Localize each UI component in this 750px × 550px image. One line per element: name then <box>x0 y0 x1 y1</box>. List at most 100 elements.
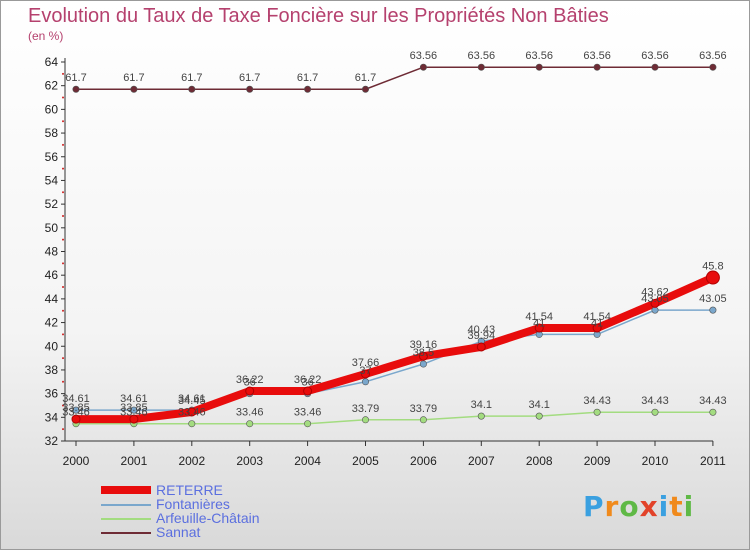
y-tick-label: 40 <box>45 339 59 353</box>
x-tick-label: 2010 <box>642 454 669 468</box>
data-label-arfeuille-chatain: 33.46 <box>62 407 90 419</box>
data-label-sannat: 63.56 <box>583 50 611 62</box>
y-tick-label: 32 <box>45 434 59 448</box>
data-point-sannat <box>651 63 659 71</box>
data-label-reterre: 34.45 <box>178 395 206 407</box>
data-label-fontanieres: 34.61 <box>62 393 90 405</box>
legend-swatch-arfeuille-chatain <box>101 518 151 520</box>
x-tick-label: 2009 <box>584 454 611 468</box>
data-point-sannat <box>72 85 80 93</box>
data-label-arfeuille-chatain: 33.46 <box>236 407 264 419</box>
data-label-fontanieres: 37 <box>359 365 371 377</box>
data-point-arfeuille-chatain <box>593 408 601 416</box>
y-tick-label: 52 <box>45 197 59 211</box>
x-tick-label: 2007 <box>468 454 495 468</box>
data-label-reterre: 36.22 <box>294 374 322 386</box>
data-point-reterre <box>245 386 255 396</box>
legend-swatch-sannat <box>101 532 151 534</box>
data-label-sannat: 61.7 <box>355 72 376 84</box>
data-point-reterre <box>705 270 720 285</box>
y-minor-tick <box>62 72 64 75</box>
y-minor-tick <box>62 309 64 312</box>
y-minor-tick <box>62 167 64 170</box>
data-label-reterre: 33.85 <box>120 402 148 414</box>
y-minor-tick <box>62 428 64 431</box>
data-point-sannat <box>477 63 485 71</box>
y-minor-tick <box>62 357 64 360</box>
y-minor-tick <box>62 120 64 123</box>
data-point-arfeuille-chatain <box>709 408 717 416</box>
data-point-arfeuille-chatain <box>651 408 659 416</box>
data-label-fontanieres: 38.5 <box>413 347 434 359</box>
data-label-fontanieres: 43.05 <box>699 293 727 305</box>
data-label-arfeuille-chatain: 33.46 <box>120 407 148 419</box>
data-point-fontanieres <box>651 306 659 314</box>
data-label-sannat: 63.56 <box>641 50 669 62</box>
x-tick-label: 2006 <box>410 454 437 468</box>
legend-label-fontanieres: Fontanières <box>156 496 230 512</box>
y-tick-label: 64 <box>45 55 59 69</box>
data-point-reterre <box>303 386 313 396</box>
x-tick-label: 2011 <box>700 454 726 468</box>
data-label-arfeuille-chatain: 34.43 <box>699 395 727 407</box>
legend-label-arfeuille-chatain: Arfeuille-Châtain <box>156 510 260 526</box>
data-label-reterre: 39.16 <box>410 339 438 351</box>
data-label-arfeuille-chatain: 34.1 <box>471 399 492 411</box>
data-label-fontanieres: 41 <box>591 317 603 329</box>
data-point-sannat <box>535 63 543 71</box>
data-point-arfeuille-chatain <box>361 416 369 424</box>
data-label-arfeuille-chatain: 33.79 <box>352 403 380 415</box>
legend-label-reterre: RETERRE <box>156 482 223 498</box>
proxiti-logo: Proxiti <box>583 490 695 523</box>
series-line-fontanieres <box>75 309 714 411</box>
data-label-fontanieres: 36 <box>301 377 313 389</box>
y-tick-label: 50 <box>45 221 59 235</box>
series-line-arfeuille-chatain <box>75 411 714 425</box>
data-point-arfeuille-chatain <box>419 416 427 424</box>
legend-swatch-reterre <box>101 486 151 494</box>
legend-swatch-fontanieres <box>101 504 151 506</box>
data-point-fontanieres <box>130 406 138 414</box>
data-label-fontanieres: 41 <box>533 317 545 329</box>
data-point-sannat <box>709 63 717 71</box>
chart-unit-label: (en %) <box>28 29 64 43</box>
data-label-sannat: 61.7 <box>297 72 318 84</box>
y-minor-tick <box>62 262 64 265</box>
x-tick-label: 2003 <box>236 454 263 468</box>
data-point-sannat <box>361 85 369 93</box>
data-point-arfeuille-chatain <box>188 420 196 428</box>
data-point-sannat <box>419 63 427 71</box>
y-tick-label: 38 <box>45 363 59 377</box>
data-point-fontanieres <box>361 378 369 386</box>
y-minor-tick <box>62 333 64 336</box>
y-tick-label: 44 <box>45 292 59 306</box>
y-minor-tick <box>62 191 64 194</box>
data-point-reterre <box>476 342 486 352</box>
x-tick-label: 2005 <box>352 454 379 468</box>
y-minor-tick <box>62 238 64 241</box>
data-point-reterre <box>187 407 197 417</box>
y-minor-tick <box>62 404 64 407</box>
data-label-fontanieres: 43.05 <box>641 293 669 305</box>
y-tick-label: 46 <box>45 268 59 282</box>
data-point-arfeuille-chatain <box>535 412 543 420</box>
data-point-arfeuille-chatain <box>477 412 485 420</box>
data-label-fontanieres: 34.61 <box>120 393 148 405</box>
data-point-sannat <box>246 85 254 93</box>
data-point-sannat <box>304 85 312 93</box>
data-label-reterre: 41.54 <box>525 311 553 323</box>
data-point-reterre <box>650 298 660 308</box>
y-tick-label: 56 <box>45 150 59 164</box>
data-label-reterre: 41.54 <box>583 311 611 323</box>
legend-label-sannat: Sannat <box>156 524 201 540</box>
data-label-arfeuille-chatain: 34.43 <box>641 395 669 407</box>
y-minor-tick <box>62 380 64 383</box>
data-label-reterre: 36.22 <box>236 374 264 386</box>
x-tick-label: 2008 <box>526 454 553 468</box>
data-point-fontanieres <box>419 360 427 368</box>
data-point-fontanieres <box>709 306 717 314</box>
y-tick-label: 60 <box>45 102 59 116</box>
data-point-fontanieres <box>72 406 80 414</box>
